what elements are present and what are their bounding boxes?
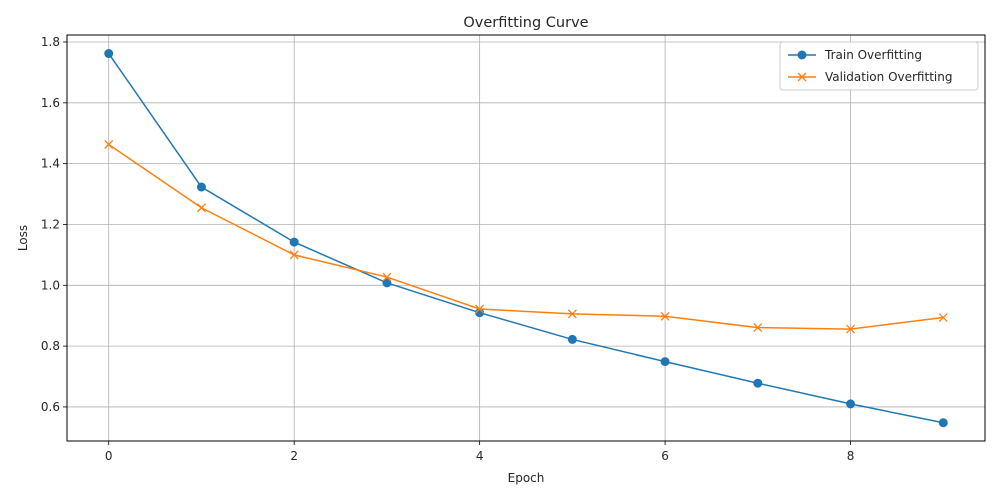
y-tick-label: 0.8 bbox=[41, 339, 60, 353]
x-axis-label: Epoch bbox=[508, 471, 545, 485]
y-tick-label: 1.4 bbox=[41, 157, 60, 171]
data-point bbox=[382, 272, 392, 282]
data-point bbox=[104, 140, 114, 149]
legend-label: Train Overfitting bbox=[824, 48, 922, 62]
ticks: 0 2 4 6 8 0.6 0.8 1.0 1.2 1.4 1.6 1.8 bbox=[41, 35, 854, 463]
data-point bbox=[938, 418, 948, 428]
data-point bbox=[938, 313, 948, 322]
chart-title: Overfitting Curve bbox=[463, 15, 588, 31]
x-tick-label: 4 bbox=[476, 449, 484, 463]
data-point bbox=[753, 378, 763, 388]
x-tick-label: 6 bbox=[661, 449, 669, 463]
y-tick-label: 1.2 bbox=[41, 217, 60, 231]
data-point bbox=[289, 237, 299, 247]
x-tick-label: 0 bbox=[105, 449, 113, 463]
series-layer bbox=[104, 49, 948, 428]
series-line bbox=[108, 53, 944, 424]
grid bbox=[67, 35, 985, 441]
y-tick-label: 0.6 bbox=[41, 400, 60, 414]
data-point bbox=[567, 334, 577, 344]
series-validation bbox=[104, 140, 948, 334]
data-point bbox=[846, 324, 856, 334]
legend-label: Validation Overfitting bbox=[825, 70, 952, 84]
x-tick-label: 8 bbox=[847, 449, 855, 463]
data-point bbox=[846, 399, 856, 409]
legend-item: Validation Overfitting bbox=[788, 70, 952, 84]
legend-marker bbox=[797, 72, 807, 82]
data-point bbox=[196, 203, 206, 213]
data-point bbox=[104, 49, 114, 59]
data-point bbox=[660, 311, 670, 321]
legend: Train Overfitting Validation Overfitting bbox=[779, 41, 979, 91]
data-point bbox=[660, 357, 670, 367]
data-point bbox=[567, 309, 577, 319]
x-tick-label: 2 bbox=[290, 449, 298, 463]
legend-marker bbox=[797, 50, 807, 60]
data-point bbox=[753, 323, 763, 333]
data-point bbox=[382, 278, 392, 288]
y-axis-label: Loss bbox=[16, 225, 30, 251]
plot-frame bbox=[66, 34, 986, 442]
y-tick-label: 1.6 bbox=[41, 96, 60, 110]
series-line bbox=[108, 143, 944, 330]
data-point bbox=[289, 250, 299, 260]
legend-box bbox=[779, 41, 979, 91]
y-tick-label: 1.0 bbox=[41, 278, 60, 292]
data-point bbox=[475, 304, 485, 314]
data-point bbox=[196, 182, 206, 192]
y-tick-label: 1.8 bbox=[41, 35, 60, 49]
legend-item: Train Overfitting bbox=[788, 48, 922, 62]
